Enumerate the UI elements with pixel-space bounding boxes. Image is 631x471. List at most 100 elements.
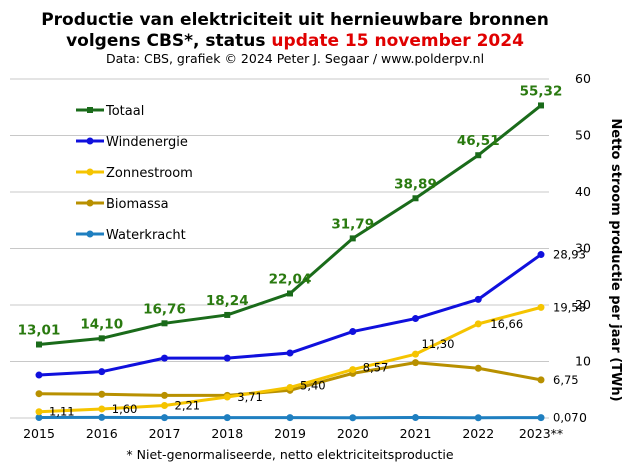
legend-item-biomassa: Biomassa (76, 197, 169, 212)
y-tick-label: 0 (579, 410, 587, 425)
series-biomassa (35, 359, 545, 399)
data-point (412, 359, 419, 367)
data-point (98, 413, 106, 421)
x-tick-label: 2021 (400, 426, 432, 441)
data-point (537, 414, 545, 422)
legend-item-wind: Windenergie (76, 135, 188, 150)
data-point (286, 349, 294, 357)
data-point (35, 413, 43, 421)
legend-label: Zonnestroom (106, 166, 193, 181)
data-label-totaal: 38,89 (394, 176, 437, 192)
data-point (223, 414, 231, 422)
data-label-zon: 19,58 (553, 300, 586, 314)
data-point (286, 383, 294, 391)
data-point (349, 235, 356, 242)
data-label-wind: 28,93 (553, 248, 586, 262)
data-label-zon: 1,60 (112, 402, 138, 416)
x-tick-label: 2015 (23, 426, 55, 441)
series-zon (35, 303, 545, 416)
data-label-totaal: 55,32 (520, 83, 563, 99)
data-point (537, 251, 545, 259)
legend-label: Totaal (105, 104, 144, 119)
data-point (98, 390, 106, 398)
data-point (349, 366, 357, 374)
data-label-zon: 2,21 (175, 399, 201, 413)
data-point (475, 152, 482, 159)
footnote: * Niet-genormaliseerde, netto elektricit… (126, 447, 453, 462)
data-point (349, 328, 357, 336)
data-labels: 13,01 14,10 16,76 18,24 22,04 31,79 38,89 46,51… (18, 83, 586, 424)
data-point (538, 102, 544, 109)
data-label-totaal: 46,51 (457, 133, 500, 149)
chart-title-line2: volgens CBS*, status update 15 november … (66, 31, 524, 51)
data-label-zon: 3,71 (237, 390, 263, 404)
data-point (287, 290, 293, 297)
data-label-totaal: 18,24 (206, 293, 249, 309)
data-point (35, 408, 43, 416)
x-tick-label: 2022 (462, 426, 494, 441)
data-point (161, 402, 168, 410)
data-point (412, 414, 419, 422)
chart-subtitle: Data: CBS, grafiek © 2024 Peter J. Segaa… (106, 51, 484, 66)
data-point (474, 414, 482, 422)
series-wind (35, 251, 545, 379)
x-tick-label: 2017 (149, 426, 181, 441)
x-tick-label: 2019 (274, 426, 306, 441)
y-tick-label: 10 (575, 354, 591, 369)
legend-marker (86, 168, 94, 176)
data-point (35, 390, 43, 398)
data-point (537, 376, 545, 384)
data-point (35, 371, 43, 379)
data-point (98, 405, 106, 413)
data-label-zon: 1,11 (49, 405, 75, 419)
chart-title-prefix: volgens CBS*, status (66, 31, 271, 51)
legend-marker (86, 199, 94, 207)
data-point (412, 315, 419, 323)
series-totaal (36, 102, 544, 348)
data-point (474, 295, 482, 303)
data-point (537, 303, 545, 311)
data-point (161, 320, 168, 327)
data-point (474, 320, 482, 328)
series-water (35, 413, 545, 422)
data-label-zon: 5,40 (300, 378, 326, 392)
data-point (223, 393, 231, 401)
legend-item-totaal: Totaal (76, 104, 144, 119)
data-label-totaal: 22,04 (269, 271, 312, 287)
legend-item-water: Waterkracht (76, 228, 186, 243)
data-point (161, 414, 168, 422)
y-tick-label: 50 (575, 128, 591, 143)
data-point (161, 354, 168, 362)
x-tick-label: 2016 (86, 426, 118, 441)
legend-marker (86, 230, 94, 238)
data-point (412, 350, 419, 358)
data-point (36, 341, 42, 348)
data-label-totaal: 14,10 (80, 316, 123, 332)
y-tick-label: 20 (575, 297, 591, 312)
data-point (224, 311, 231, 318)
y-tick-label: 30 (575, 241, 591, 256)
data-point (161, 391, 168, 399)
data-point (286, 414, 294, 422)
legend-label: Biomassa (106, 197, 169, 212)
data-label-totaal: 13,01 (18, 322, 61, 338)
data-point (98, 335, 105, 342)
legend-marker (87, 107, 93, 113)
y-axis-label: Netto stroom productie per jaar (TWh) (608, 118, 623, 401)
chart-title-update: update 15 november 2024 (271, 31, 524, 51)
grid (10, 78, 549, 419)
data-label-water: 0,07 (553, 411, 579, 425)
data-label-zon: 11,30 (422, 337, 455, 351)
data-label-zon: 8,57 (363, 361, 389, 375)
legend: Totaal Windenergie Zonnestroom Biomassa Wate… (76, 104, 193, 243)
data-label-biomassa: 6,75 (553, 373, 579, 387)
data-label-totaal: 31,79 (331, 216, 374, 232)
legend-item-zon: Zonnestroom (76, 166, 193, 181)
legend-marker (86, 137, 94, 145)
y-axis: 0 10 20 30 40 50 60 (575, 71, 591, 425)
data-label-zon: 16,66 (490, 317, 523, 331)
data-point (223, 354, 231, 362)
legend-label: Waterkracht (106, 228, 186, 243)
x-tick-label: 2023** (519, 426, 563, 441)
